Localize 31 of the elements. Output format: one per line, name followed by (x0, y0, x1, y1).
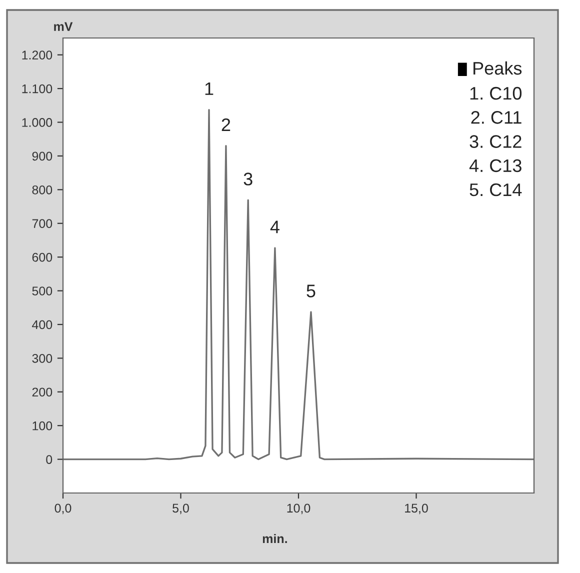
x-tick-label: 15,0 (405, 504, 428, 514)
y-tick-label: 1.100 (22, 84, 52, 94)
line-series (63, 108, 534, 460)
y-tick-label: 400 (32, 320, 52, 330)
y-tick-label: 1.000 (22, 118, 52, 127)
y-tick-label: 200 (32, 388, 52, 397)
annotation: 4. C13 (469, 159, 522, 172)
y-tick-label: 600 (32, 252, 52, 262)
annotation: 4 (270, 220, 280, 234)
annotation: Peaks (474, 61, 522, 75)
x-tick-label: 0,0 (54, 504, 72, 514)
y-tick-label: 900 (32, 152, 52, 161)
y-tick-label: 700 (32, 219, 52, 228)
y-tick-label: 800 (32, 185, 52, 194)
annotation: 2 (222, 118, 230, 131)
x-tick-label: 10,0 (287, 504, 310, 514)
y-axis-title: mV (54, 22, 73, 31)
y-tick-label: 500 (32, 286, 52, 296)
y-tick-label: 100 (32, 421, 52, 430)
annotation: 5. C14 (470, 183, 522, 196)
y-tick-label: 0 (46, 455, 52, 464)
annotation: 3. C12 (470, 135, 522, 148)
x-tick-label: 5,0 (172, 504, 189, 514)
annotation: 1. C10 (470, 86, 522, 100)
x-axis-title: min. (262, 534, 287, 544)
annotation: 5 (306, 284, 316, 298)
y-tick-label: 300 (32, 354, 52, 363)
annotation: 1 (205, 82, 214, 95)
annotation: 3 (244, 172, 252, 186)
annotation: 2. C11 (471, 111, 522, 124)
y-tick-label: 1.200 (22, 50, 52, 60)
